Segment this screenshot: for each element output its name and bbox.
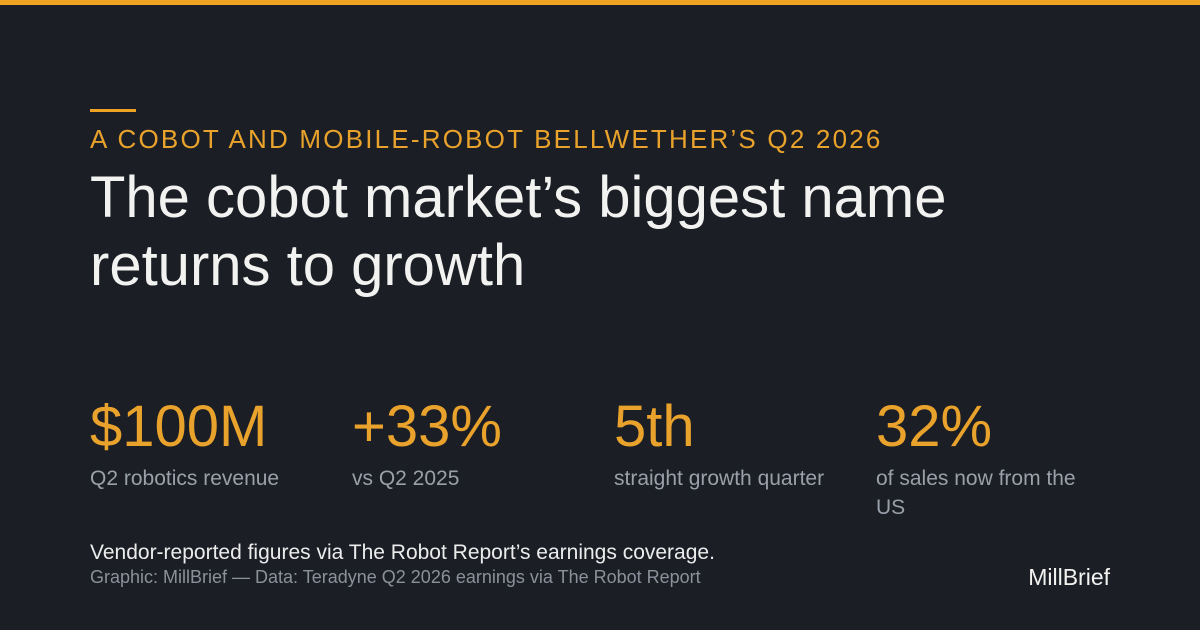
title-line: The cobot market’s biggest name	[90, 165, 947, 230]
stat: $100M Q2 robotics revenue	[90, 392, 352, 522]
credit: Graphic: MillBrief — Data: Teradyne Q2 2…	[90, 567, 701, 587]
stats-row: $100M Q2 robotics revenue +33% vs Q2 2025 5t…	[90, 392, 1138, 522]
top-bar	[0, 0, 1200, 5]
stat: 32% of sales now from the US	[876, 392, 1138, 522]
stat-label: straight growth quarter	[614, 467, 825, 490]
stat: +33% vs Q2 2025	[352, 392, 614, 522]
title: The cobot market’s biggest name returns …	[90, 164, 947, 300]
stat-label: vs Q2 2025	[352, 467, 460, 490]
title-line: returns to growth	[90, 233, 526, 298]
stat-label: of sales now from the US	[876, 467, 1076, 519]
note: Vendor-reported figures via The Robot Re…	[90, 541, 715, 564]
stat-label: Q2 robotics revenue	[90, 467, 280, 490]
stat-value: $100M	[90, 394, 268, 459]
stat: 5th straight growth quarter	[614, 392, 876, 522]
stat-value: 32%	[876, 394, 993, 459]
accent-dash	[90, 109, 136, 112]
brand: MillBrief	[1028, 564, 1110, 590]
stat-value: 5th	[614, 394, 695, 459]
kicker: A COBOT AND MOBILE-ROBOT BELLWETHER’S Q2…	[90, 124, 883, 154]
stat-value: +33%	[352, 394, 502, 459]
